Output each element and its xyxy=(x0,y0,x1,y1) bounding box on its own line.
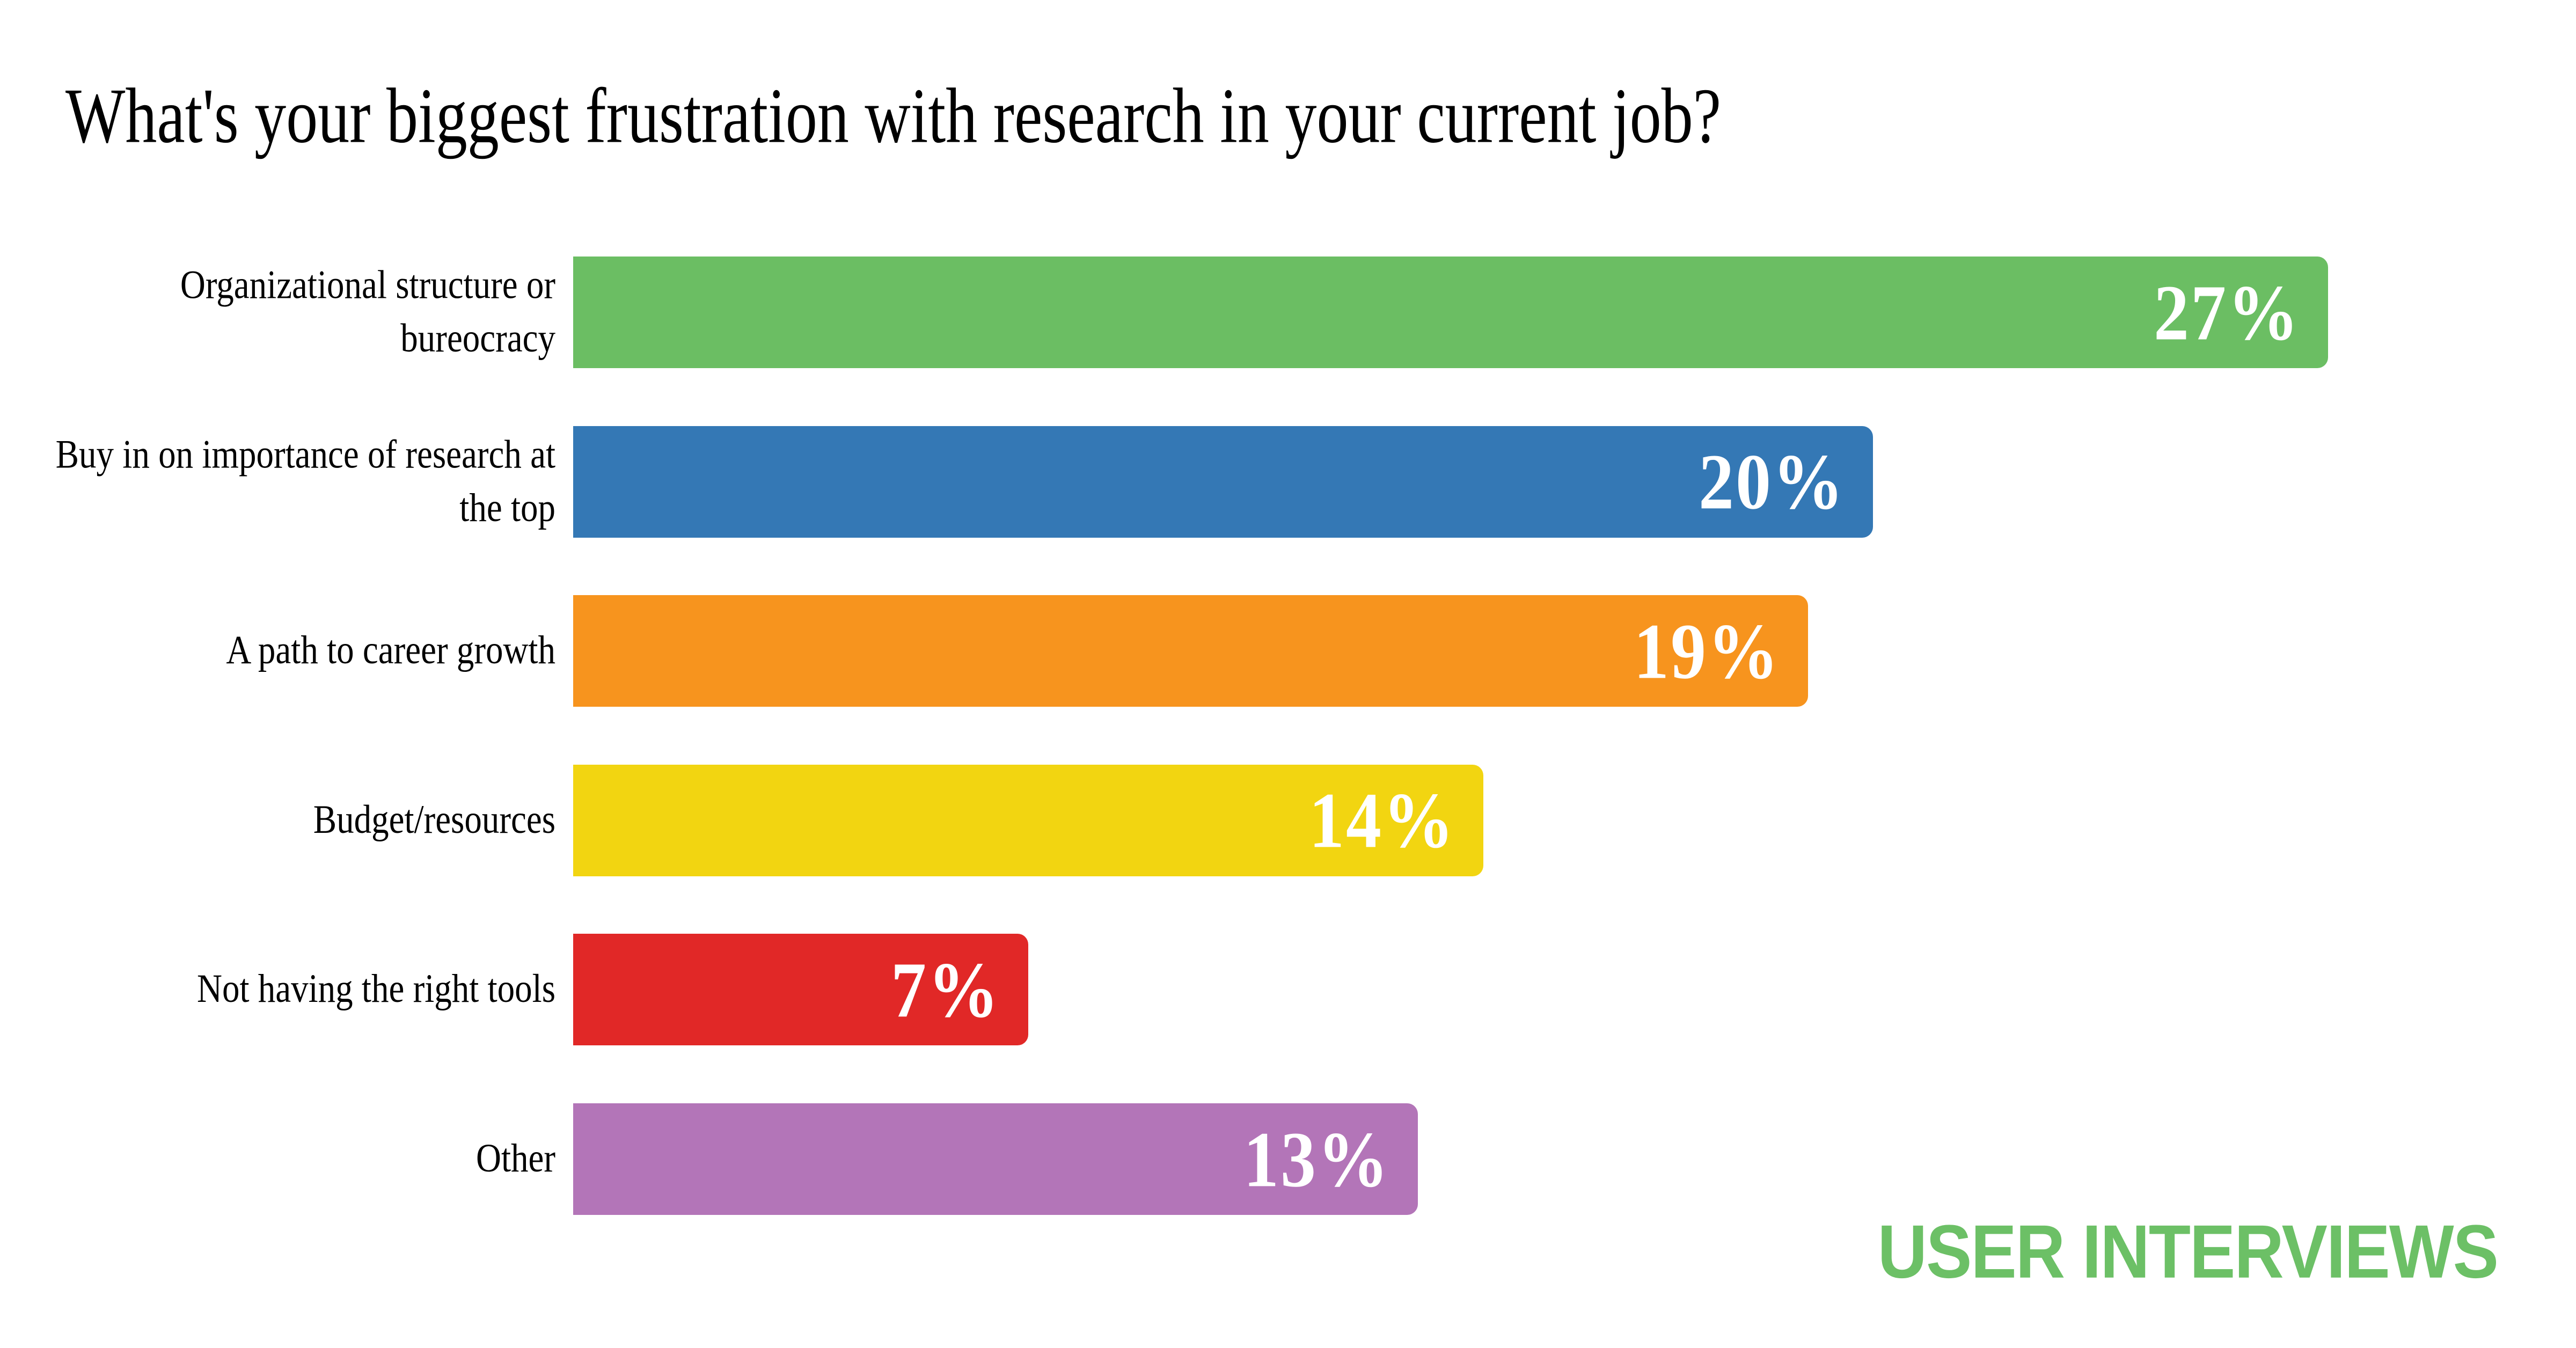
bar-row: Buy in on importance of research at the … xyxy=(0,426,2576,538)
bar-category-label-box: Organizational structure or bureocracy xyxy=(48,257,555,368)
brand-logo: USER INTERVIEWS xyxy=(1877,1210,2499,1294)
bar-category-label-box: Not having the right tools xyxy=(48,934,555,1045)
bar: 13% xyxy=(573,1103,1418,1215)
bar-value-label: 7% xyxy=(891,946,1000,1034)
bar-chart: Organizational structure or bureocracy 27… xyxy=(0,257,2576,1222)
bar-category-label-box: Other xyxy=(48,1103,555,1215)
bar-category-label: Organizational structure or bureocracy xyxy=(180,262,555,361)
bar: 27% xyxy=(573,257,2328,368)
bar-row: Organizational structure or bureocracy 27… xyxy=(0,257,2576,368)
bar-row: Other 13% xyxy=(0,1103,2576,1215)
bar: 20% xyxy=(573,426,1873,538)
bar-category-label-box: A path to career growth xyxy=(48,595,555,707)
bar-value-label: 14% xyxy=(1309,776,1455,865)
bar-category-label: Not having the right tools xyxy=(197,966,555,1012)
bar-category-label: Other xyxy=(476,1136,555,1181)
bar-value-label: 27% xyxy=(2154,268,2300,357)
bar: 19% xyxy=(573,595,1808,707)
bar-value-label: 19% xyxy=(1634,606,1780,695)
bar-category-label: Buy in on importance of research at the … xyxy=(55,432,555,531)
bar-value-label: 20% xyxy=(1699,437,1845,526)
bar: 14% xyxy=(573,764,1483,876)
bar-category-label-box: Buy in on importance of research at the … xyxy=(48,426,555,538)
bar-row: Not having the right tools 7% xyxy=(0,934,2576,1046)
bar-row: Budget/resources 14% xyxy=(0,764,2576,876)
bar-value-label: 13% xyxy=(1243,1115,1390,1204)
bar-row: A path to career growth 19% xyxy=(0,595,2576,707)
chart-title: What's your biggest frustration with res… xyxy=(65,72,1722,159)
bar-category-label: Budget/resources xyxy=(313,797,555,843)
bar-category-label-box: Budget/resources xyxy=(48,765,555,876)
bar: 7% xyxy=(573,934,1028,1046)
bar-category-label: A path to career growth xyxy=(226,628,555,673)
